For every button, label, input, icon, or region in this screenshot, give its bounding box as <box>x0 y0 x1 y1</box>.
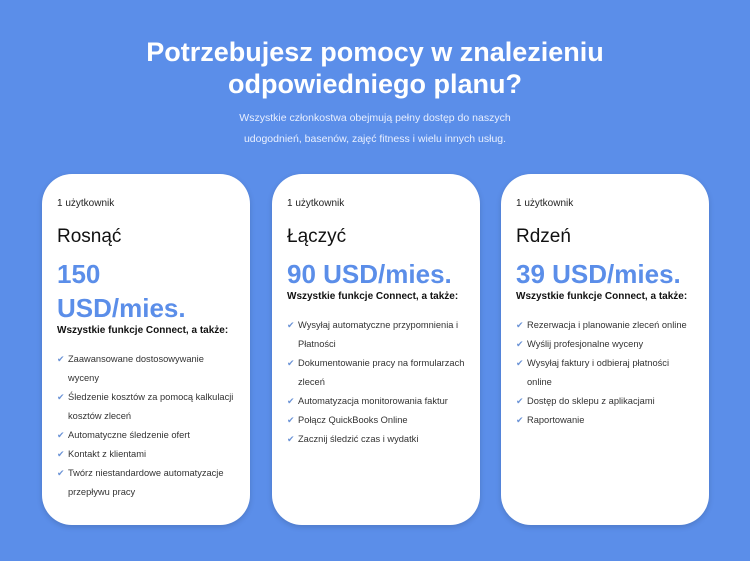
check-icon: ✔ <box>516 415 524 425</box>
check-icon: ✔ <box>57 354 65 364</box>
check-icon: ✔ <box>57 468 65 478</box>
plan-name: Rosnąć <box>57 226 122 247</box>
plan-name: Łączyć <box>287 226 347 247</box>
feature-text: Raportowanie <box>527 415 585 425</box>
feature-item: ✔ Twórz niestandardowe automatyzacje prze… <box>57 464 235 502</box>
features-heading: Wszystkie funkcje Connect, a także: <box>287 291 459 302</box>
feature-item: ✔ Dostęp do sklepu z aplikacjami <box>516 392 694 411</box>
feature-text: Rezerwacja i planowanie zleceń online <box>527 320 687 330</box>
feature-list: ✔ Rezerwacja i planowanie zleceń online ✔ W… <box>516 316 694 430</box>
check-icon: ✔ <box>57 430 65 440</box>
plan-card: 1 użytkownik Rdzeń 39 USD/mies. Wszystki… <box>501 174 709 525</box>
page-title: Potrzebujesz pomocy w znalezieniu odpowie… <box>0 36 750 100</box>
feature-item: ✔ Połącz QuickBooks Online <box>287 411 465 430</box>
feature-text: Połącz QuickBooks Online <box>298 415 408 425</box>
check-icon: ✔ <box>287 358 295 368</box>
feature-text: Dostęp do sklepu z aplikacjami <box>527 396 655 406</box>
features-heading: Wszystkie funkcje Connect, a także: <box>57 325 229 336</box>
check-icon: ✔ <box>287 415 295 425</box>
subtitle-line: Wszystkie członkostwa obejmują pełny dos… <box>239 112 511 124</box>
feature-item: ✔ Kontakt z klientami <box>57 445 235 464</box>
feature-text: Kontakt z klientami <box>68 449 147 459</box>
feature-list: ✔ Zaawansowane dostosowywanie wyceny ✔ Śled… <box>57 350 235 502</box>
feature-item: ✔ Dokumentowanie pracy na formularzach zl… <box>287 354 465 392</box>
feature-item: ✔ Zaawansowane dostosowywanie wyceny <box>57 350 235 388</box>
check-icon: ✔ <box>516 320 524 330</box>
feature-text: Twórz niestandardowe automatyzacje przep… <box>68 468 224 497</box>
feature-text: Wysyłaj faktury i odbieraj płatności onl… <box>527 358 670 387</box>
feature-text: Wyślij profesjonalne wyceny <box>527 339 644 349</box>
feature-item: ✔ Wyślij profesjonalne wyceny <box>516 335 694 354</box>
feature-item: ✔ Rezerwacja i planowanie zleceń online <box>516 316 694 335</box>
feature-item: ✔ Śledzenie kosztów za pomocą kalkulacji … <box>57 388 235 426</box>
feature-text: Zacznij śledzić czas i wydatki <box>298 434 419 444</box>
feature-item: ✔ Automatyczne śledzenie ofert <box>57 426 235 445</box>
feature-item: ✔ Wysyłaj faktury i odbieraj płatności on… <box>516 354 694 392</box>
plan-users: 1 użytkownik <box>516 198 574 209</box>
check-icon: ✔ <box>516 396 524 406</box>
plan-price: 90 USD/mies. <box>287 259 452 289</box>
title-line: odpowiedniego planu? <box>228 69 522 99</box>
subtitle-line: udogodnień, basenów, zajęć fitness i wie… <box>243 133 507 145</box>
feature-item: ✔ Raportowanie <box>516 411 694 430</box>
check-icon: ✔ <box>516 358 524 368</box>
check-icon: ✔ <box>287 396 295 406</box>
check-icon: ✔ <box>57 449 65 459</box>
plan-users: 1 użytkownik <box>57 198 115 209</box>
title-line: Potrzebujesz pomocy w znalezieniu <box>146 37 604 67</box>
feature-item: ✔ Automatyzacja monitorowania faktur <box>287 392 465 411</box>
feature-text: Zaawansowane dostosowywanie wyceny <box>68 354 204 383</box>
features-heading: Wszystkie funkcje Connect, a także: <box>516 291 688 302</box>
feature-text: Wysyłaj automatyczne przypomnienia i Pła… <box>298 320 459 349</box>
feature-text: Dokumentowanie pracy na formularzach zle… <box>298 358 465 387</box>
check-icon: ✔ <box>57 392 65 402</box>
feature-text: Automatyzacja monitorowania faktur <box>298 396 448 406</box>
feature-list: ✔ Wysyłaj automatyczne przypomnienia i Pł… <box>287 316 465 449</box>
plan-users: 1 użytkownik <box>287 198 345 209</box>
feature-text: Automatyczne śledzenie ofert <box>68 430 190 440</box>
plan-name: Rdzeń <box>516 226 571 247</box>
page-subtitle: Wszystkie członkostwa obejmują pełny dos… <box>0 108 750 150</box>
plan-price: 150 USD/mies. <box>57 259 186 323</box>
feature-item: ✔ Zacznij śledzić czas i wydatki <box>287 430 465 449</box>
plan-price: 39 USD/mies. <box>516 259 681 289</box>
check-icon: ✔ <box>287 434 295 444</box>
feature-item: ✔ Wysyłaj automatyczne przypomnienia i Pł… <box>287 316 465 354</box>
plan-card: 1 użytkownik Łączyć 90 USD/mies. Wszystk… <box>272 174 480 525</box>
check-icon: ✔ <box>516 339 524 349</box>
feature-text: Śledzenie kosztów za pomocą kalkulacji k… <box>68 392 234 421</box>
check-icon: ✔ <box>287 320 295 330</box>
plan-card: 1 użytkownik Rosnąć 150 USD/mies. Wszyst… <box>42 174 250 525</box>
